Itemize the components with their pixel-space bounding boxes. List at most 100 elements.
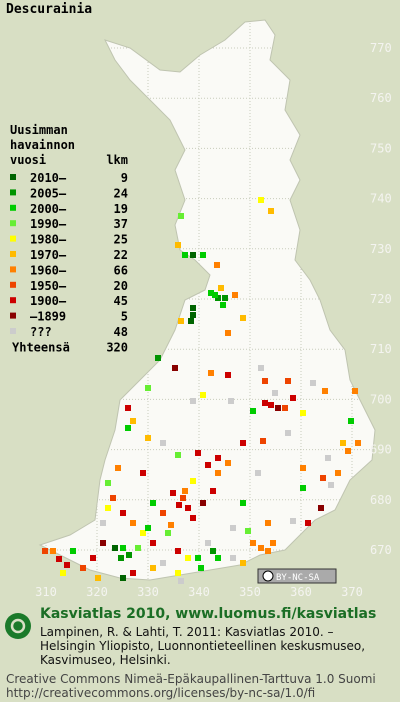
occurrence <box>110 495 116 501</box>
occurrence <box>205 540 211 546</box>
occurrence <box>150 565 156 571</box>
occurrence <box>215 555 221 561</box>
occurrence <box>225 460 231 466</box>
occurrence <box>282 405 288 411</box>
grid-label: 750 <box>370 141 392 155</box>
occurrence <box>258 197 264 203</box>
legend-count: 9 <box>121 171 128 185</box>
citation: Lampinen, R. & Lahti, T. 2011: Kasviatla… <box>40 625 334 639</box>
occurrence <box>178 578 184 584</box>
grid-label: 680 <box>370 493 392 507</box>
license-badge: BY-NC-SA <box>257 568 337 584</box>
occurrence <box>348 418 354 424</box>
legend-label: 2010– <box>30 171 67 185</box>
occurrence <box>125 425 131 431</box>
occurrence <box>130 418 136 424</box>
license: Creative Commons Nimeä-Epäkaupallinen-Ta… <box>6 672 376 686</box>
legend-label: 1980– <box>30 233 67 247</box>
occurrence <box>225 330 231 336</box>
grid-label: 710 <box>370 342 392 356</box>
legend-swatch <box>10 312 16 319</box>
occurrence <box>70 548 76 554</box>
occurrence <box>190 252 196 258</box>
grid-label: 340 <box>188 585 210 599</box>
occurrence <box>180 495 186 501</box>
legend-count: 37 <box>114 217 128 231</box>
legend-count: 45 <box>114 294 128 308</box>
occurrences <box>42 197 361 584</box>
occurrence <box>268 208 274 214</box>
occurrence <box>60 570 66 576</box>
legend: 2010– 9 2005– 24 2000– 19 1990– 37 1980– 25 1970– 2… <box>10 171 128 354</box>
occurrence <box>95 575 101 581</box>
legend-label: 2005– <box>30 186 67 200</box>
occurrence <box>230 525 236 531</box>
occurrence <box>160 510 166 516</box>
grid-label: 730 <box>370 242 392 256</box>
occurrence <box>212 292 218 298</box>
occurrence <box>105 480 111 486</box>
occurrence <box>190 515 196 521</box>
occurrence <box>355 440 361 446</box>
occurrence <box>335 470 341 476</box>
occurrence <box>214 262 220 268</box>
occurrence <box>120 510 126 516</box>
legend-count: 19 <box>114 202 128 216</box>
occurrence <box>145 525 151 531</box>
occurrence <box>270 540 276 546</box>
occurrence <box>210 548 216 554</box>
occurrence <box>155 355 161 361</box>
legend-swatch <box>10 174 16 180</box>
total-label: Yhteensä <box>12 340 70 354</box>
occurrence <box>145 385 151 391</box>
occurrence <box>290 518 296 524</box>
occurrence <box>300 465 306 471</box>
occurrence <box>178 213 184 219</box>
occurrence <box>56 556 62 562</box>
grid-label: 690 <box>370 443 392 457</box>
occurrence <box>190 312 196 318</box>
legend-label: 1990– <box>30 217 67 231</box>
legend-count: 22 <box>114 248 128 262</box>
occurrence <box>208 290 214 296</box>
grid-label: 700 <box>370 392 392 406</box>
citation: Kasvimuseo, Helsinki. <box>40 653 171 667</box>
occurrence <box>150 540 156 546</box>
occurrence <box>112 545 118 551</box>
occurrence <box>320 475 326 481</box>
occurrence <box>188 318 194 324</box>
occurrence <box>200 392 206 398</box>
grid-label: 370 <box>341 585 363 599</box>
occurrence <box>115 465 121 471</box>
logo <box>5 613 31 639</box>
occurrence <box>262 378 268 384</box>
occurrence <box>200 500 206 506</box>
legend-label: 2000– <box>30 202 67 216</box>
occurrence <box>275 405 281 411</box>
occurrence <box>262 400 268 406</box>
occurrence <box>185 555 191 561</box>
occurrence <box>50 548 56 554</box>
occurrence <box>255 470 261 476</box>
occurrence <box>218 285 224 291</box>
occurrence <box>240 500 246 506</box>
occurrence <box>190 305 196 311</box>
footer-title: Kasviatlas 2010, www.luomus.fi/kasviatla… <box>40 606 376 622</box>
occurrence <box>222 295 228 301</box>
occurrence <box>258 545 264 551</box>
occurrence <box>130 520 136 526</box>
occurrence <box>195 555 201 561</box>
occurrence <box>305 520 311 526</box>
occurrence <box>175 570 181 576</box>
occurrence <box>200 252 206 258</box>
occurrence <box>175 548 181 554</box>
occurrence <box>272 390 278 396</box>
legend-count: 20 <box>114 279 128 293</box>
occurrence <box>150 500 156 506</box>
occurrence <box>165 530 171 536</box>
occurrence <box>310 380 316 386</box>
legend-label: ??? <box>30 325 52 339</box>
occurrence <box>260 438 266 444</box>
occurrence <box>185 505 191 511</box>
occurrence <box>160 560 166 566</box>
